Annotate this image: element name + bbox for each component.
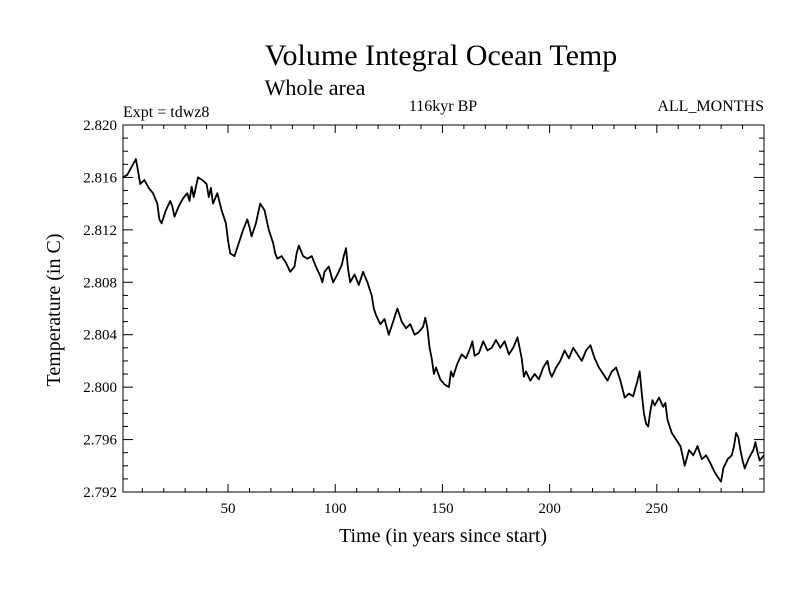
y-axis-label: Temperature (in C) <box>43 234 65 387</box>
y-tick-label: 2.800 <box>83 380 117 396</box>
chart-subtitle: Whole area <box>265 75 366 100</box>
plot-frame <box>122 124 765 493</box>
experiment-label: Expt = tdwz8 <box>123 104 209 121</box>
x-tick-label: 200 <box>538 501 561 517</box>
chart-title: Volume Integral Ocean Temp <box>265 39 618 72</box>
period-label: 116kyr BP <box>409 98 477 115</box>
x-tick-label: 150 <box>431 501 454 517</box>
y-tick-label: 2.812 <box>83 223 117 239</box>
temperature-series-line <box>122 158 765 483</box>
y-tick-label: 2.808 <box>83 275 117 291</box>
x-tick-label: 100 <box>324 501 347 517</box>
y-tick-label: 2.816 <box>83 170 117 186</box>
plot-area: 50 100 150 200 250 2.792 2.796 2.800 2.804 2.808 2… <box>83 118 765 517</box>
x-tick-label: 50 <box>221 501 236 517</box>
y-tick-label: 2.820 <box>83 118 117 134</box>
y-tick-label: 2.796 <box>83 433 117 449</box>
x-axis-label: Time (in years since start) <box>339 525 547 547</box>
y-tick-label: 2.792 <box>83 485 117 501</box>
y-tick-label: 2.804 <box>83 328 117 344</box>
x-tick-label: 250 <box>646 501 669 517</box>
months-label: ALL_MONTHS <box>657 98 764 115</box>
